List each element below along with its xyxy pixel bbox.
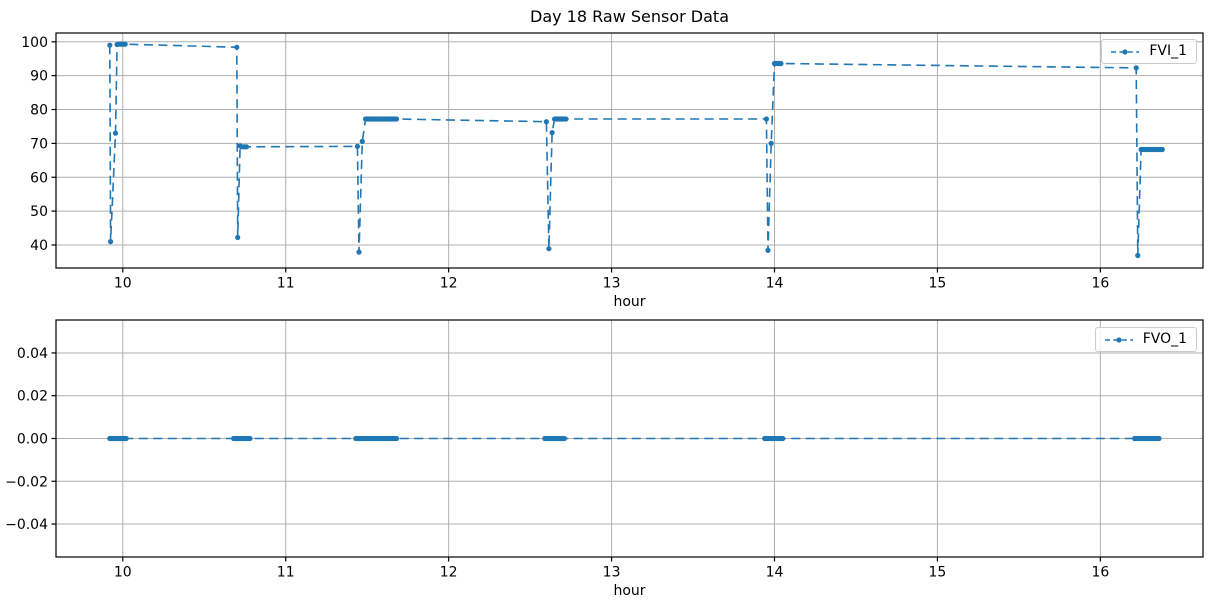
- y-tick-label: 90: [30, 69, 48, 85]
- y-tick-label: 0.00: [17, 432, 48, 448]
- data-point-marker: [563, 116, 569, 122]
- y-tick-label: −0.04: [5, 517, 48, 533]
- x-tick-label: 14: [766, 565, 784, 581]
- data-point-marker: [543, 119, 550, 125]
- data-point-marker: [1133, 65, 1139, 71]
- data-point-marker: [1159, 146, 1165, 153]
- top-xaxis-label: hour: [613, 294, 646, 310]
- data-point-marker: [108, 239, 114, 245]
- axes-spine: [55, 32, 1204, 269]
- y-tick-label: 50: [30, 204, 48, 220]
- data-point-marker: [780, 435, 786, 442]
- data-point-marker: [549, 130, 555, 136]
- x-tick-label: 11: [277, 565, 295, 581]
- data-point-marker: [107, 42, 113, 48]
- x-tick-label: 13: [603, 565, 621, 581]
- legend-dashed-line-icon: [1111, 48, 1140, 55]
- x-tick-label: 15: [929, 565, 947, 581]
- bottom-xaxis-label: hour: [613, 583, 646, 599]
- legend-dashed-line-icon: [1104, 336, 1133, 343]
- x-tick-label: 10: [114, 276, 132, 292]
- data-point-marker: [561, 435, 567, 442]
- x-tick-label: 13: [603, 276, 621, 292]
- legend-label-fvo-1: FVO_1: [1142, 331, 1187, 347]
- data-point-marker: [768, 140, 774, 146]
- x-tick-label: 16: [1091, 565, 1109, 581]
- y-tick-label: 0.04: [17, 346, 48, 362]
- x-tick-label: 10: [114, 565, 132, 581]
- data-point-marker: [1135, 252, 1141, 259]
- data-point-marker: [778, 60, 784, 67]
- data-point-marker: [247, 435, 253, 442]
- y-tick-label: −0.02: [5, 474, 48, 490]
- y-tick-label: 70: [30, 136, 48, 152]
- x-tick-label: 11: [277, 276, 295, 292]
- data-point-marker: [244, 144, 250, 150]
- y-tick-label: 60: [30, 170, 48, 186]
- data-point-marker: [393, 435, 400, 442]
- data-point-marker: [123, 435, 129, 442]
- y-tick-label: 40: [30, 238, 48, 254]
- x-tick-label: 12: [440, 565, 458, 581]
- data-point-marker: [763, 116, 770, 122]
- chart-title: Day 18 Raw Sensor Data: [530, 7, 729, 26]
- data-point-marker: [354, 143, 360, 149]
- data-point-marker: [1156, 435, 1162, 442]
- data-point-marker: [393, 116, 400, 122]
- y-tick-label: 80: [30, 103, 48, 119]
- bottom-legend: FVO_1: [1094, 327, 1197, 352]
- top-legend: FVI_1: [1101, 39, 1197, 64]
- data-point-marker: [122, 41, 128, 47]
- x-tick-label: 16: [1091, 276, 1109, 292]
- data-point-marker: [765, 247, 771, 253]
- data-point-marker: [112, 130, 119, 136]
- x-tick-label: 15: [929, 276, 947, 292]
- data-point-marker: [235, 234, 241, 241]
- data-point-marker: [546, 246, 552, 252]
- data-point-marker: [234, 44, 240, 50]
- y-tick-label: 0.02: [17, 389, 48, 405]
- x-tick-label: 12: [440, 276, 458, 292]
- data-point-marker: [359, 138, 365, 144]
- data-point-marker: [356, 249, 362, 255]
- y-tick-label: 100: [21, 35, 48, 51]
- x-tick-label: 14: [766, 276, 784, 292]
- legend-label-fvi-1: FVI_1: [1149, 43, 1187, 59]
